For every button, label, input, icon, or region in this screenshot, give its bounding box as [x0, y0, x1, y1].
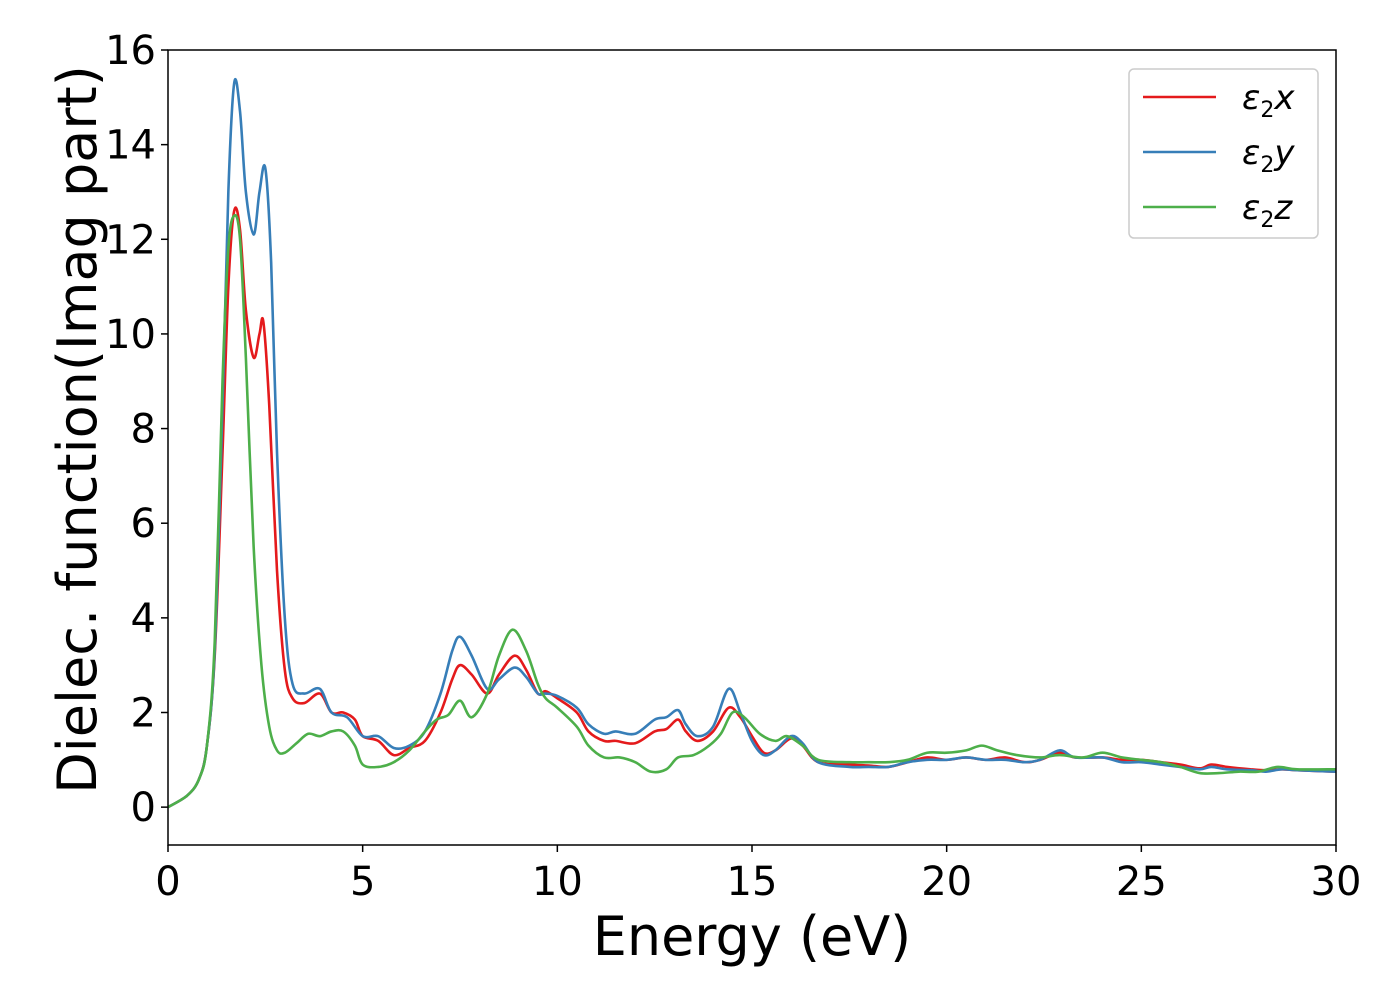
y-tick-label: 12	[105, 217, 156, 263]
series-line-x	[168, 206, 1336, 809]
x-tick-label: 30	[1311, 859, 1362, 905]
x-tick-label: 0	[155, 859, 180, 905]
x-axis-ticks: 0 5 10 15 20 25 30	[155, 845, 1361, 905]
legend-box	[1128, 68, 1319, 239]
y-tick-label: 0	[131, 785, 156, 831]
legend: ε2x ε2y ε2z	[1128, 68, 1319, 239]
y-tick-label: 6	[131, 501, 156, 547]
x-tick-label: 25	[1116, 859, 1167, 905]
y-tick-label: 14	[105, 123, 156, 169]
x-tick-label: 10	[532, 859, 583, 905]
series-line-z	[168, 213, 1336, 809]
y-tick-label: 2	[131, 691, 156, 737]
legend-entry-x: ε2x	[1242, 78, 1295, 123]
x-tick-label: 5	[350, 859, 375, 905]
legend-entry-z: ε2z	[1242, 188, 1293, 233]
y-tick-label: 4	[131, 596, 156, 642]
x-tick-label: 20	[921, 859, 972, 905]
x-tick-label: 15	[727, 859, 778, 905]
series-line-y	[168, 78, 1336, 809]
y-tick-label: 8	[131, 407, 156, 453]
series-layer	[168, 78, 1336, 809]
legend-entry-y: ε2y	[1242, 133, 1295, 178]
y-axis-label: Dielec. function(Imag part)	[46, 65, 109, 794]
y-tick-label: 16	[105, 28, 156, 74]
y-tick-label: 10	[105, 312, 156, 358]
y-axis-ticks: 0 2 4 6 8 10 12 14 16	[105, 28, 168, 831]
x-axis-label: Energy (eV)	[593, 905, 912, 968]
